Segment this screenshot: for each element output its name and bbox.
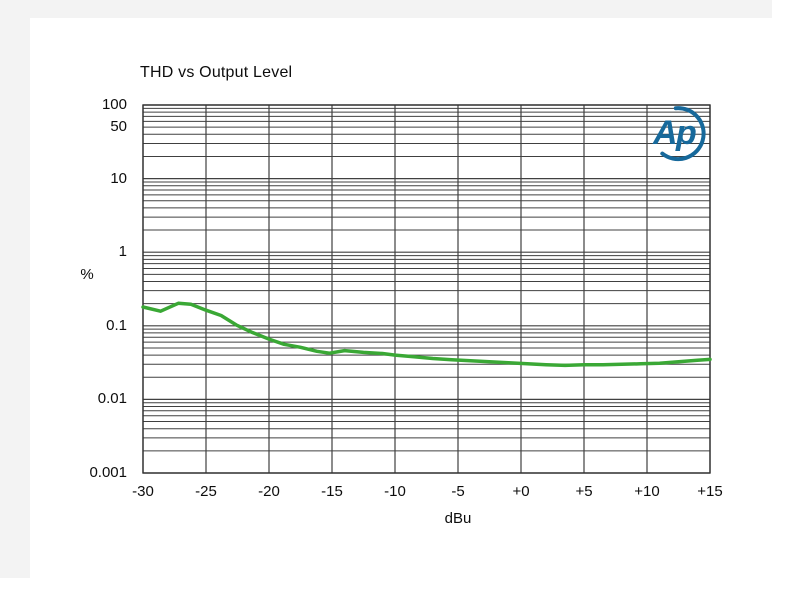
y-tick-label: 0.1 <box>106 316 127 334</box>
x-tick-label: -25 <box>195 483 217 500</box>
x-tick-label: -10 <box>384 483 406 500</box>
chart-title: THD vs Output Level <box>140 64 293 81</box>
y-tick-label: 0.001 <box>89 464 127 481</box>
x-tick-label: +5 <box>575 483 593 500</box>
x-tick-label: -30 <box>132 483 154 500</box>
y-tick-label: 1 <box>118 243 127 261</box>
plot-border <box>142 104 711 474</box>
x-axis-unit-label: dBu <box>444 510 472 527</box>
x-tick-label: +10 <box>634 483 660 500</box>
data-series-layer <box>141 301 712 368</box>
x-tick-label: -20 <box>258 483 280 500</box>
x-tick-label: -5 <box>451 483 465 500</box>
page-margin-top <box>0 0 772 18</box>
y-tick-label: 50 <box>110 118 127 136</box>
x-tick-label: -15 <box>321 483 343 500</box>
y-tick-label: 10 <box>110 169 127 187</box>
x-tick-label: +15 <box>697 483 723 500</box>
y-axis-unit-label: % <box>80 266 94 283</box>
y-tick-label: 0.01 <box>97 390 127 408</box>
y-tick-label: 100 <box>101 96 127 113</box>
audio-precision-logo: Ap <box>652 106 706 162</box>
x-tick-label: +0 <box>512 483 530 500</box>
page-margin-left <box>0 18 30 578</box>
thd-series-line <box>141 301 712 368</box>
logo-text: Ap <box>652 114 696 152</box>
grid-lines <box>142 104 711 474</box>
logo-circle-arc-icon <box>660 106 706 162</box>
